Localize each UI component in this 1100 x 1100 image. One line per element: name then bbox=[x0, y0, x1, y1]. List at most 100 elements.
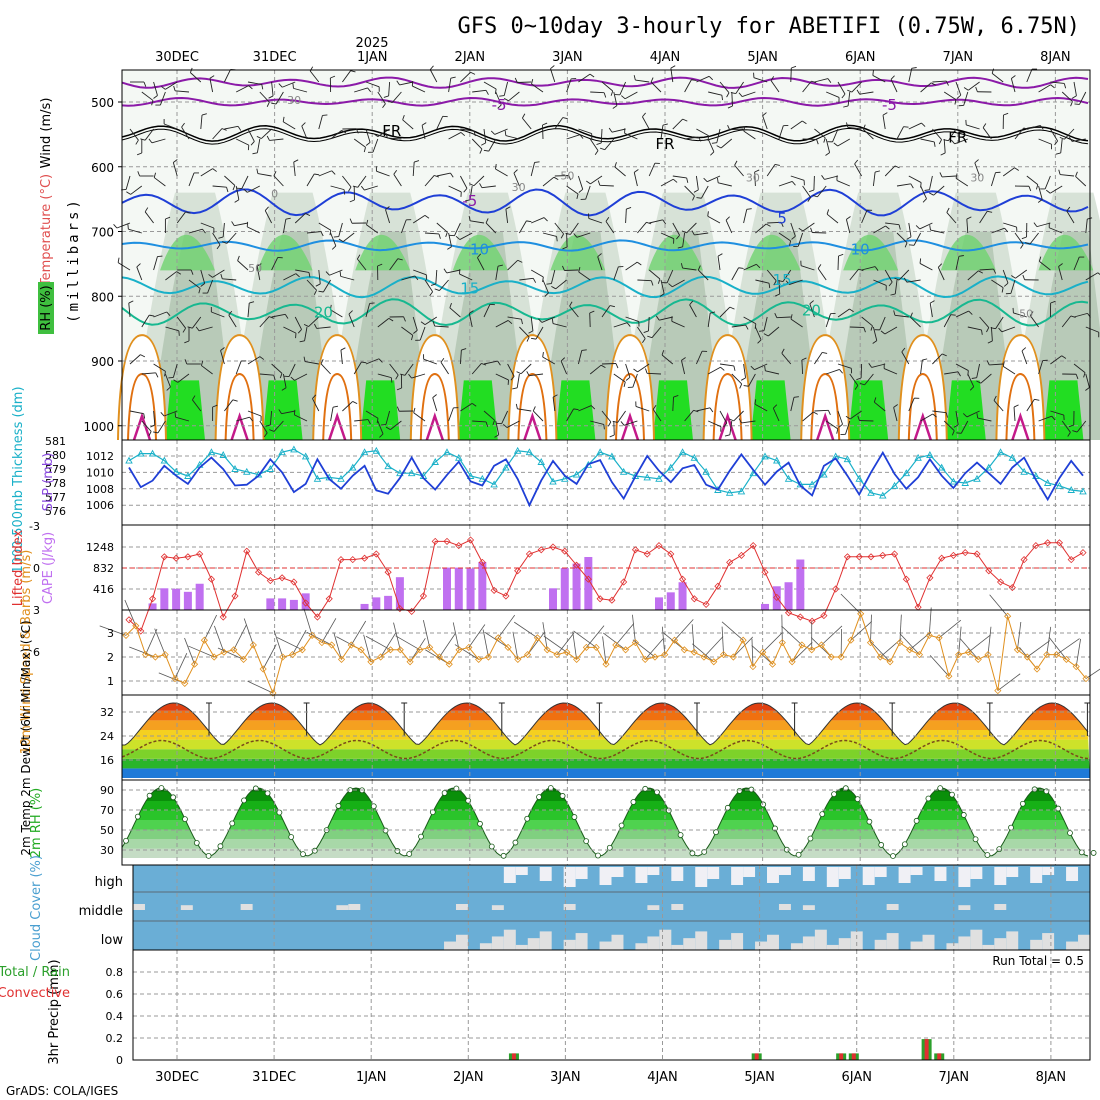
wind-barb bbox=[662, 123, 668, 126]
wind-barb bbox=[566, 185, 579, 195]
wind-barb bbox=[1079, 91, 1087, 105]
wind-barb bbox=[200, 360, 204, 366]
wind-barb bbox=[782, 269, 792, 282]
wind-barb bbox=[566, 78, 572, 93]
wind-barb bbox=[962, 413, 968, 418]
lifted-index-marker bbox=[384, 568, 392, 576]
wind-barb bbox=[377, 128, 390, 138]
wind-speed-marker bbox=[132, 622, 140, 630]
wind-barb bbox=[738, 267, 744, 269]
wind-barb bbox=[175, 416, 190, 422]
thickness-marker bbox=[278, 448, 286, 456]
wind-barb bbox=[847, 89, 853, 93]
wind-barb bbox=[404, 363, 414, 376]
rh-shading bbox=[940, 234, 996, 271]
cloud-middle bbox=[455, 904, 468, 910]
wind-barb bbox=[986, 360, 990, 366]
wind-barb bbox=[278, 409, 282, 414]
wind-barb bbox=[1015, 269, 1028, 279]
wind-barb bbox=[1045, 189, 1051, 194]
wind-barb bbox=[201, 113, 207, 116]
cloud-high bbox=[767, 867, 779, 883]
wind-barb bbox=[932, 128, 942, 140]
ylabel-thickness: 1000-500mb Thickness (dm) bbox=[11, 386, 26, 573]
wind-barb bbox=[767, 326, 780, 337]
wind-barb bbox=[473, 175, 485, 187]
wind-barb bbox=[1071, 95, 1077, 99]
cloud-high bbox=[539, 867, 552, 881]
wind-barb bbox=[256, 138, 261, 153]
wind-barb bbox=[731, 324, 746, 328]
wind-barb bbox=[519, 326, 530, 338]
cloud-low bbox=[611, 934, 624, 950]
wind-barb bbox=[448, 407, 454, 422]
lifted-index-marker bbox=[985, 567, 993, 575]
lifted-index-marker bbox=[148, 595, 157, 603]
wind-barb bbox=[837, 363, 852, 369]
wind-barb bbox=[304, 361, 319, 365]
thickness-marker bbox=[914, 453, 922, 461]
wind-barb bbox=[660, 178, 674, 187]
wind-barb bbox=[1003, 222, 1017, 228]
wind-barb bbox=[420, 321, 426, 325]
wind-speed-marker bbox=[298, 646, 306, 654]
lifted-index-marker bbox=[431, 537, 439, 545]
wind-barb bbox=[165, 326, 179, 332]
wind-barb bbox=[716, 128, 721, 143]
wind-barb bbox=[997, 673, 1021, 691]
wind-barb bbox=[233, 624, 247, 650]
wind-barb bbox=[613, 373, 626, 383]
lifted-index-marker bbox=[325, 595, 333, 603]
cape-bar bbox=[784, 582, 793, 610]
wind-barb bbox=[366, 219, 369, 225]
wind-speed-marker bbox=[367, 658, 375, 666]
wind-barb bbox=[725, 216, 730, 221]
temp-band bbox=[122, 749, 1090, 759]
wind-barb bbox=[1061, 315, 1072, 328]
wind-barb bbox=[929, 175, 933, 190]
wind-barb bbox=[273, 375, 276, 381]
temp-tick-label: 32 bbox=[100, 706, 114, 719]
wind-barb bbox=[890, 75, 895, 80]
thickness-marker bbox=[572, 470, 581, 478]
wind-barb bbox=[322, 114, 328, 116]
cloud-high bbox=[611, 867, 624, 877]
wind-barb bbox=[294, 316, 302, 330]
wind-barb bbox=[212, 185, 227, 188]
wind-barb bbox=[161, 86, 166, 90]
wind-barb bbox=[597, 256, 603, 271]
wind-barb bbox=[838, 253, 844, 257]
wind-barb bbox=[677, 246, 683, 249]
wind-barb bbox=[763, 333, 769, 337]
wind-barb bbox=[943, 420, 955, 432]
wind-barb bbox=[577, 350, 583, 365]
wind-barb bbox=[954, 99, 957, 105]
wind-barb bbox=[697, 265, 701, 271]
thickness-marker bbox=[360, 448, 369, 456]
wind-barb bbox=[200, 269, 206, 284]
wind-barb bbox=[342, 70, 351, 83]
precip-convective-bar bbox=[924, 1039, 929, 1060]
wind-barb bbox=[212, 232, 221, 246]
wind-barb bbox=[932, 413, 937, 418]
wind-barb bbox=[471, 363, 482, 375]
thickness-marker bbox=[973, 474, 981, 482]
wind-barb bbox=[1049, 227, 1063, 234]
wind-barb bbox=[703, 177, 708, 183]
wind-barb bbox=[743, 126, 746, 132]
wind-barb bbox=[790, 222, 796, 237]
lifted-index-marker bbox=[584, 575, 592, 583]
wind-barb bbox=[376, 418, 379, 424]
wind-barb bbox=[1061, 91, 1073, 102]
wind-speed-marker bbox=[808, 646, 816, 654]
wind-barb bbox=[650, 81, 662, 93]
thickness-marker bbox=[608, 452, 616, 460]
wind-barb bbox=[719, 306, 731, 318]
wind-barb bbox=[710, 311, 716, 314]
wind-barb bbox=[686, 177, 689, 183]
temp-band bbox=[122, 739, 1090, 750]
wind-barb bbox=[605, 221, 615, 234]
rh-shading bbox=[843, 234, 899, 271]
wind-barb bbox=[424, 316, 438, 326]
wind-barb bbox=[413, 407, 416, 413]
